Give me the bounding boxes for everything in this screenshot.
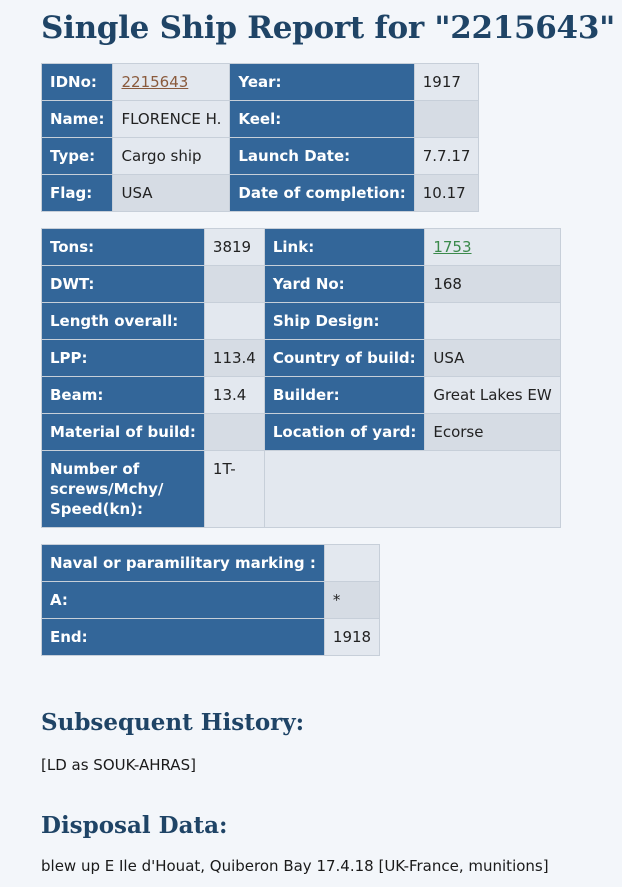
table-row: DWT: Yard No: 168 [41,265,561,303]
keel-label: Keel: [229,100,415,138]
lpp-label: LPP: [41,339,205,377]
marking-value [323,544,381,582]
idno-cell: 2215643 [112,63,231,101]
keel-value [413,100,480,138]
type-value: Cargo ship [112,137,231,175]
material-label: Material of build: [41,413,205,451]
table-row: Name: FLORENCE H. Keel: [40,100,480,138]
table-row: Flag: USA Date of completion: 10.17 [40,174,480,212]
type-label: Type: [40,137,114,175]
year-label: Year: [229,63,415,101]
beam-label: Beam: [41,376,205,414]
link-cell: 1753 [424,228,561,266]
idno-label: IDNo: [40,63,114,101]
screws-value: 1T- [203,450,265,528]
empty-cell [263,450,561,528]
completion-value: 10.17 [413,174,480,212]
table-row: Material of build: Location of yard: Eco… [41,413,561,451]
table-row: End: 1918 [41,618,381,656]
table-row: LPP: 113.4 Country of build: USA [41,339,561,377]
table-row: IDNo: 2215643 Year: 1917 [40,63,480,101]
flag-label: Flag: [40,174,114,212]
disposal-heading: Disposal Data: [41,812,228,839]
yard-label: Yard No: [263,265,426,303]
table-row: Naval or paramilitary marking : [41,544,381,582]
table-row: Beam: 13.4 Builder: Great Lakes EW [41,376,561,414]
lpp-value: 113.4 [203,339,265,377]
tons-value: 3819 [203,228,265,266]
country-value: USA [424,339,561,377]
screws-label: Number of screws/Mchy/ Speed(kn): [41,450,205,528]
location-label: Location of yard: [263,413,426,451]
material-value [203,413,265,451]
builder-value: Great Lakes EW [424,376,561,414]
marking-label: Naval or paramilitary marking : [41,544,325,582]
a-value: * [323,581,381,619]
dwt-label: DWT: [41,265,205,303]
table-row: Tons: 3819 Link: 1753 [41,228,561,266]
idno-link[interactable]: 2215643 [121,73,189,91]
end-value: 1918 [323,618,381,656]
completion-label: Date of completion: [229,174,415,212]
table-row: Number of screws/Mchy/ Speed(kn): 1T- [41,450,561,528]
launch-value: 7.7.17 [413,137,480,175]
beam-value: 13.4 [203,376,265,414]
history-heading: Subsequent History: [41,709,305,736]
disposal-text: blew up E Ile d'Houat, Quiberon Bay 17.4… [41,857,549,875]
builder-label: Builder: [263,376,426,414]
a-label: A: [41,581,325,619]
loa-label: Length overall: [41,302,205,340]
naval-table: Naval or paramilitary marking : A: * End… [41,544,381,656]
yard-link[interactable]: 1753 [433,238,472,256]
year-value: 1917 [413,63,480,101]
location-value: Ecorse [424,413,561,451]
design-label: Ship Design: [263,302,426,340]
table-row: Type: Cargo ship Launch Date: 7.7.17 [40,137,480,175]
design-value [424,302,561,340]
specs-table: Tons: 3819 Link: 1753 DWT: Yard No: 168 … [41,228,561,528]
tons-label: Tons: [41,228,205,266]
dwt-value [203,265,265,303]
basic-info-table: IDNo: 2215643 Year: 1917 Name: FLORENCE … [40,63,480,212]
name-label: Name: [40,100,114,138]
table-row: A: * [41,581,381,619]
end-label: End: [41,618,325,656]
history-text: [LD as SOUK-AHRAS] [41,756,196,774]
country-label: Country of build: [263,339,426,377]
table-row: Length overall: Ship Design: [41,302,561,340]
name-value: FLORENCE H. [112,100,231,138]
yard-value: 168 [424,265,561,303]
flag-value: USA [112,174,231,212]
launch-label: Launch Date: [229,137,415,175]
loa-value [203,302,265,340]
page-title: Single Ship Report for "2215643" [41,10,615,46]
link-label: Link: [263,228,426,266]
